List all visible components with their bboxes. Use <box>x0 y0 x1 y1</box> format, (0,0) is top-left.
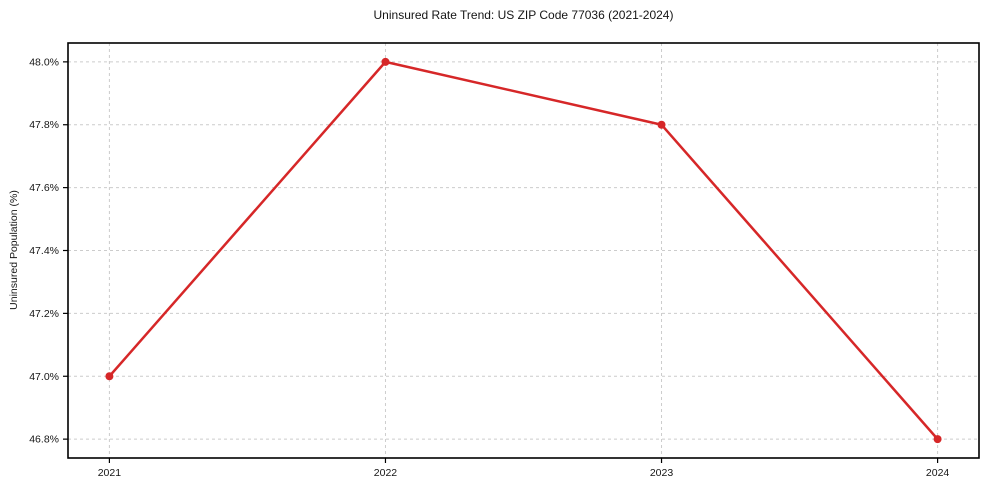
x-tick-label: 2023 <box>650 467 674 479</box>
x-tick-label: 2022 <box>374 467 398 479</box>
data-point-marker <box>381 57 390 66</box>
y-tick-label: 47.4% <box>29 245 59 257</box>
y-tick-label: 48.0% <box>29 56 59 68</box>
chart-title: Uninsured Rate Trend: US ZIP Code 77036 … <box>373 8 674 22</box>
data-point-marker <box>657 120 666 129</box>
y-tick-label: 47.8% <box>29 119 59 131</box>
y-tick-label: 47.0% <box>29 371 59 383</box>
y-tick-label: 47.2% <box>29 308 59 320</box>
data-point-marker <box>933 435 942 444</box>
y-tick-label: 47.6% <box>29 182 59 194</box>
x-tick-label: 2024 <box>926 467 950 479</box>
x-tick-label: 2021 <box>98 467 122 479</box>
data-point-marker <box>105 372 114 381</box>
trend-line <box>108 60 939 441</box>
y-tick-label: 46.8% <box>29 434 59 446</box>
